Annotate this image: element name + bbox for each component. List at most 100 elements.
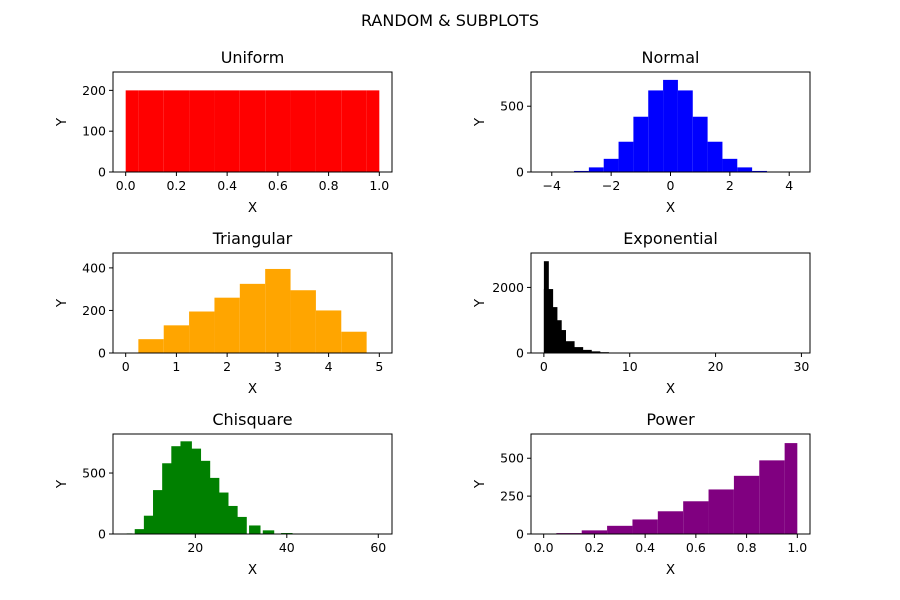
subplot-title: Chisquare [212, 410, 292, 429]
histogram-bar [171, 446, 183, 534]
histogram-bar [633, 116, 649, 172]
histogram-bar [198, 460, 211, 534]
x-tick-label: 4 [325, 359, 333, 374]
histogram-bar [648, 90, 664, 172]
y-axis-label: Y [54, 117, 70, 127]
y-tick-label: 0 [516, 165, 524, 180]
histogram-bar [189, 90, 215, 172]
axes-frame [112, 71, 393, 173]
y-tick-label: 0 [516, 527, 524, 542]
histogram-bar [134, 529, 147, 534]
histogram-bar [265, 90, 291, 172]
x-tick-label: −4 [543, 178, 561, 193]
subplot-triangular: Triangular 0 1 2 3 4 5 0 200 400 X Y [54, 229, 393, 397]
histogram-bar [265, 268, 291, 353]
x-tick-label: 60 [370, 540, 386, 555]
subplot-uniform: Uniform 0.0 0.2 0.4 0.6 0.8 1.0 0 100 200 X Y [54, 48, 393, 216]
x-tick-label: 0 [667, 178, 675, 193]
x-tick-label: 30 [793, 359, 809, 374]
x-axis-label: X [666, 381, 675, 397]
histogram-bar [588, 167, 604, 172]
subplot-title: Exponential [623, 229, 718, 248]
histogram-bar [708, 489, 734, 534]
y-axis-label: Y [54, 479, 70, 489]
x-tick-label: 0 [122, 359, 130, 374]
x-tick-label: 40 [279, 540, 295, 555]
histogram-bar [162, 463, 174, 534]
histogram-bar [590, 351, 601, 353]
x-tick-label: 0.6 [268, 178, 288, 193]
y-tick-label: 500 [82, 466, 106, 481]
histogram-bar [143, 515, 156, 534]
y-tick-label: 0 [98, 165, 106, 180]
histogram-bar [366, 90, 380, 172]
axes-frame [530, 433, 811, 535]
histogram-bar [239, 283, 266, 353]
y-tick-label: 500 [500, 99, 524, 114]
histogram-bar [138, 90, 164, 172]
histogram-bar [189, 448, 202, 534]
y-tick-label: 0 [516, 346, 524, 361]
x-tick-label: 3 [274, 359, 282, 374]
x-tick-label: 0.8 [737, 540, 757, 555]
subplot-title: Triangular [212, 229, 293, 248]
x-tick-label: 1 [172, 359, 180, 374]
histogram-bar [574, 170, 589, 172]
histogram-bars [125, 90, 380, 172]
histogram-bar [657, 511, 684, 534]
histogram-bar [663, 79, 678, 172]
histogram-bar [632, 519, 658, 534]
x-tick-label: 0.0 [534, 540, 554, 555]
histogram-bar [692, 116, 708, 172]
figure-title: RANDOM & SUBPLOTS [361, 11, 539, 30]
histogram-bar [315, 90, 342, 172]
subplot-normal: Normal −4 −2 0 2 4 0 500 X Y [472, 48, 811, 216]
histogram-bar [180, 441, 192, 534]
x-tick-label: 0 [540, 359, 548, 374]
histogram-bars [126, 441, 310, 534]
y-tick-label: 500 [500, 451, 524, 466]
y-tick-label: 0 [98, 527, 106, 542]
histogram-bar [707, 141, 723, 172]
histogram-bars [559, 79, 782, 172]
histogram-bar [125, 90, 139, 172]
histogram-bar [163, 325, 190, 353]
x-tick-label: 0.4 [217, 178, 237, 193]
histogram-bar [573, 347, 584, 353]
y-tick-label: 250 [500, 489, 524, 504]
x-tick-label: 10 [622, 359, 638, 374]
x-tick-label: 0.4 [635, 540, 655, 555]
histogram-bar [581, 530, 608, 534]
x-axis-label: X [248, 562, 257, 578]
histogram-bar [737, 167, 753, 172]
x-tick-label: 4 [785, 178, 793, 193]
y-axis-label: Y [472, 479, 488, 489]
histogram-bar [315, 310, 342, 353]
histogram-bar [290, 90, 316, 172]
histogram-bars [138, 268, 367, 353]
x-tick-label: 0.0 [116, 178, 136, 193]
subplot-power: Power 0.0 0.2 0.4 0.6 0.8 1.0 0 250 500 X Y [472, 410, 811, 578]
histogram-bar [217, 492, 229, 534]
x-tick-label: 1.0 [369, 178, 389, 193]
histogram-bar [618, 141, 634, 172]
y-tick-label: 200 [82, 83, 106, 98]
histogram-bar [189, 311, 215, 353]
x-tick-label: 2 [726, 178, 734, 193]
histogram-bar [784, 443, 798, 534]
histogram-bar [556, 330, 566, 353]
y-tick-label: 0 [98, 346, 106, 361]
y-tick-label: 100 [82, 124, 106, 139]
histogram-bar [214, 297, 240, 353]
axes-frame [530, 252, 811, 354]
x-tick-label: 5 [375, 359, 383, 374]
histogram-bar [564, 341, 575, 353]
histogram-bar [683, 501, 709, 534]
x-axis-label: X [666, 562, 675, 578]
histogram-bar [262, 530, 275, 534]
histogram-bar [722, 158, 738, 172]
histogram-bar [759, 460, 785, 534]
y-tick-label: 400 [82, 260, 106, 275]
axes-frame [112, 433, 393, 535]
